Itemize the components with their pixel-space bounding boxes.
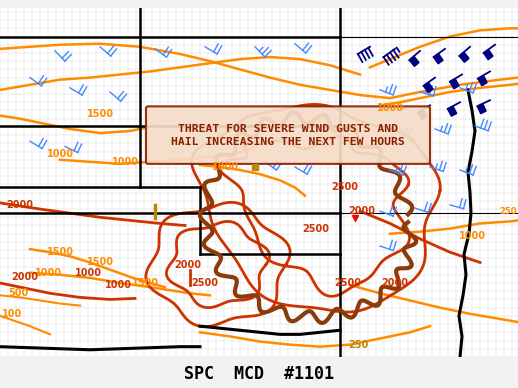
Text: 1000: 1000	[111, 157, 138, 167]
Text: 1000: 1000	[211, 162, 238, 172]
Polygon shape	[448, 106, 457, 116]
Polygon shape	[483, 49, 493, 60]
Text: SPC  MCD  #1101: SPC MCD #1101	[184, 365, 334, 383]
Text: 500: 500	[8, 288, 28, 298]
FancyBboxPatch shape	[146, 106, 430, 164]
Text: 2500: 2500	[192, 278, 219, 288]
Text: 1500: 1500	[87, 258, 113, 267]
Text: 1000: 1000	[377, 104, 404, 113]
Text: 1000: 1000	[35, 268, 62, 278]
Text: 2000: 2000	[175, 260, 202, 270]
Polygon shape	[478, 76, 487, 86]
Text: 2000: 2000	[381, 278, 409, 288]
Polygon shape	[409, 56, 419, 66]
Text: 250: 250	[348, 340, 368, 350]
Polygon shape	[418, 109, 427, 120]
Polygon shape	[434, 54, 443, 64]
Text: 2000: 2000	[7, 200, 34, 210]
Text: 2500: 2500	[335, 278, 362, 288]
Text: 250: 250	[499, 207, 517, 216]
Text: 1000: 1000	[75, 268, 102, 278]
Text: THREAT FOR SEVERE WIND GUSTS AND
HAIL INCREASING THE NEXT FEW HOURS: THREAT FOR SEVERE WIND GUSTS AND HAIL IN…	[171, 123, 405, 147]
Text: 2000: 2000	[11, 272, 38, 282]
Text: 2000: 2000	[349, 206, 376, 216]
Text: 1500: 1500	[132, 278, 159, 288]
Polygon shape	[424, 82, 433, 93]
Text: 1500: 1500	[87, 109, 113, 119]
Text: 100: 100	[2, 309, 22, 319]
Text: 1500: 1500	[47, 247, 74, 257]
Polygon shape	[477, 104, 486, 114]
Text: 2500: 2500	[332, 182, 358, 192]
Text: 1000: 1000	[105, 280, 132, 290]
Polygon shape	[450, 79, 459, 89]
Text: 1000: 1000	[458, 231, 485, 241]
Text: 1000: 1000	[47, 149, 74, 159]
Polygon shape	[459, 52, 469, 62]
Text: 2500: 2500	[303, 223, 329, 234]
